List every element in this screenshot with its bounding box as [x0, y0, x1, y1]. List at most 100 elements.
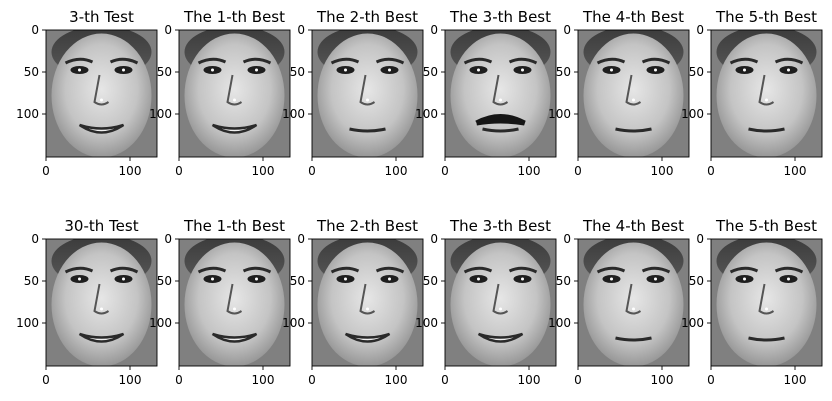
face-shape [716, 33, 817, 157]
y-tick-label: 0 [696, 23, 704, 37]
right-eyebrow [774, 266, 804, 274]
left-eye-glint [344, 277, 347, 281]
face-photo-icon [711, 30, 822, 157]
x-tick-label: 0 [308, 164, 316, 178]
left-eye-glint [477, 68, 480, 72]
x-tick-label: 0 [308, 373, 316, 387]
x-tick-label: 0 [42, 164, 50, 178]
nose [758, 74, 775, 106]
mouth [482, 127, 519, 133]
x-tick-label: 100 [119, 164, 142, 178]
y-tick-label: 50 [157, 274, 172, 288]
y-tick-label: 0 [164, 23, 172, 37]
y-tick-label: 0 [164, 232, 172, 246]
nose-marker [100, 307, 103, 311]
y-tick-label: 100 [282, 107, 305, 121]
left-eye-glint [610, 68, 613, 72]
x-tick-label: 100 [119, 373, 142, 387]
y-tick-label: 100 [415, 316, 438, 330]
y-tick-label: 0 [696, 232, 704, 246]
y-tick-label: 0 [297, 232, 305, 246]
left-eye-glint [211, 68, 214, 72]
face-image [583, 239, 684, 366]
right-eyebrow [109, 266, 139, 274]
nose [625, 74, 642, 106]
face-shape [317, 242, 418, 366]
left-eyebrow [64, 57, 94, 65]
left-eyebrow [729, 57, 759, 65]
nose-marker [632, 307, 635, 311]
y-tick-label: 100 [16, 316, 39, 330]
axes-frame [444, 238, 557, 367]
mouth [211, 332, 258, 343]
nose [625, 283, 642, 315]
face-shape [450, 33, 551, 157]
left-eye-glint [743, 277, 746, 281]
y-tick-label: 100 [681, 107, 704, 121]
x-tick-label: 100 [651, 373, 674, 387]
right-eye-glint [787, 68, 790, 72]
x-tick-label: 100 [518, 164, 541, 178]
right-eyebrow [774, 57, 804, 65]
panel-title: The 1-th Best [183, 8, 285, 26]
face-image [51, 30, 152, 157]
nose-marker [100, 98, 103, 102]
nose [359, 283, 376, 315]
face-image [184, 239, 285, 366]
face-panel: 3-th Test 0 50 100 0 100 [16, 8, 158, 178]
x-tick-label: 0 [175, 164, 183, 178]
face-image [716, 30, 817, 157]
mouth [349, 127, 386, 133]
face-photo-icon [711, 239, 822, 366]
right-eye-glint [255, 277, 258, 281]
face-photo-icon [578, 239, 689, 366]
y-tick-label: 0 [430, 23, 438, 37]
right-eyebrow [375, 266, 405, 274]
face-panel: 30-th Test 0 50 100 0 100 [16, 217, 158, 387]
mouth [78, 332, 125, 343]
face-shape [583, 33, 684, 157]
nose-marker [765, 307, 768, 311]
right-eye-glint [122, 68, 125, 72]
left-eyebrow [596, 57, 626, 65]
y-tick-label: 100 [149, 316, 172, 330]
face-image [317, 239, 418, 366]
nose [93, 283, 110, 315]
y-tick-label: 50 [423, 65, 438, 79]
x-tick-label: 100 [252, 373, 275, 387]
mouth [344, 332, 391, 343]
x-tick-label: 0 [441, 373, 449, 387]
left-eye-glint [211, 277, 214, 281]
x-tick-label: 100 [252, 164, 275, 178]
face-shape [716, 242, 817, 366]
right-eyebrow [375, 57, 405, 65]
y-tick-label: 0 [563, 232, 571, 246]
y-tick-label: 100 [681, 316, 704, 330]
right-eye-glint [521, 277, 524, 281]
face-image [317, 30, 418, 157]
face-panel: The 5-th Best 0 50 100 0 100 [681, 8, 823, 178]
nose-marker [366, 98, 369, 102]
mouth [748, 336, 785, 342]
panel-title: The 4-th Best [582, 8, 684, 26]
axes-frame [444, 29, 557, 158]
nose [492, 74, 509, 106]
y-tick-label: 100 [548, 316, 571, 330]
y-tick-label: 50 [689, 274, 704, 288]
right-eyebrow [508, 266, 538, 274]
left-eyebrow [64, 266, 94, 274]
y-tick-label: 50 [24, 65, 39, 79]
left-eyebrow [463, 266, 493, 274]
left-eyebrow [197, 57, 227, 65]
face-photo-icon [179, 239, 290, 366]
axes-frame [311, 29, 424, 158]
axes-frame [577, 238, 690, 367]
right-eye-glint [122, 277, 125, 281]
y-tick-label: 0 [563, 23, 571, 37]
face-panel: The 4-th Best 0 50 100 0 100 [548, 217, 690, 387]
nose-marker [499, 98, 502, 102]
axes-frame [710, 29, 823, 158]
face-panel: The 5-th Best 0 50 100 0 100 [681, 217, 823, 387]
right-eyebrow [641, 57, 671, 65]
axes-frame [178, 238, 291, 367]
